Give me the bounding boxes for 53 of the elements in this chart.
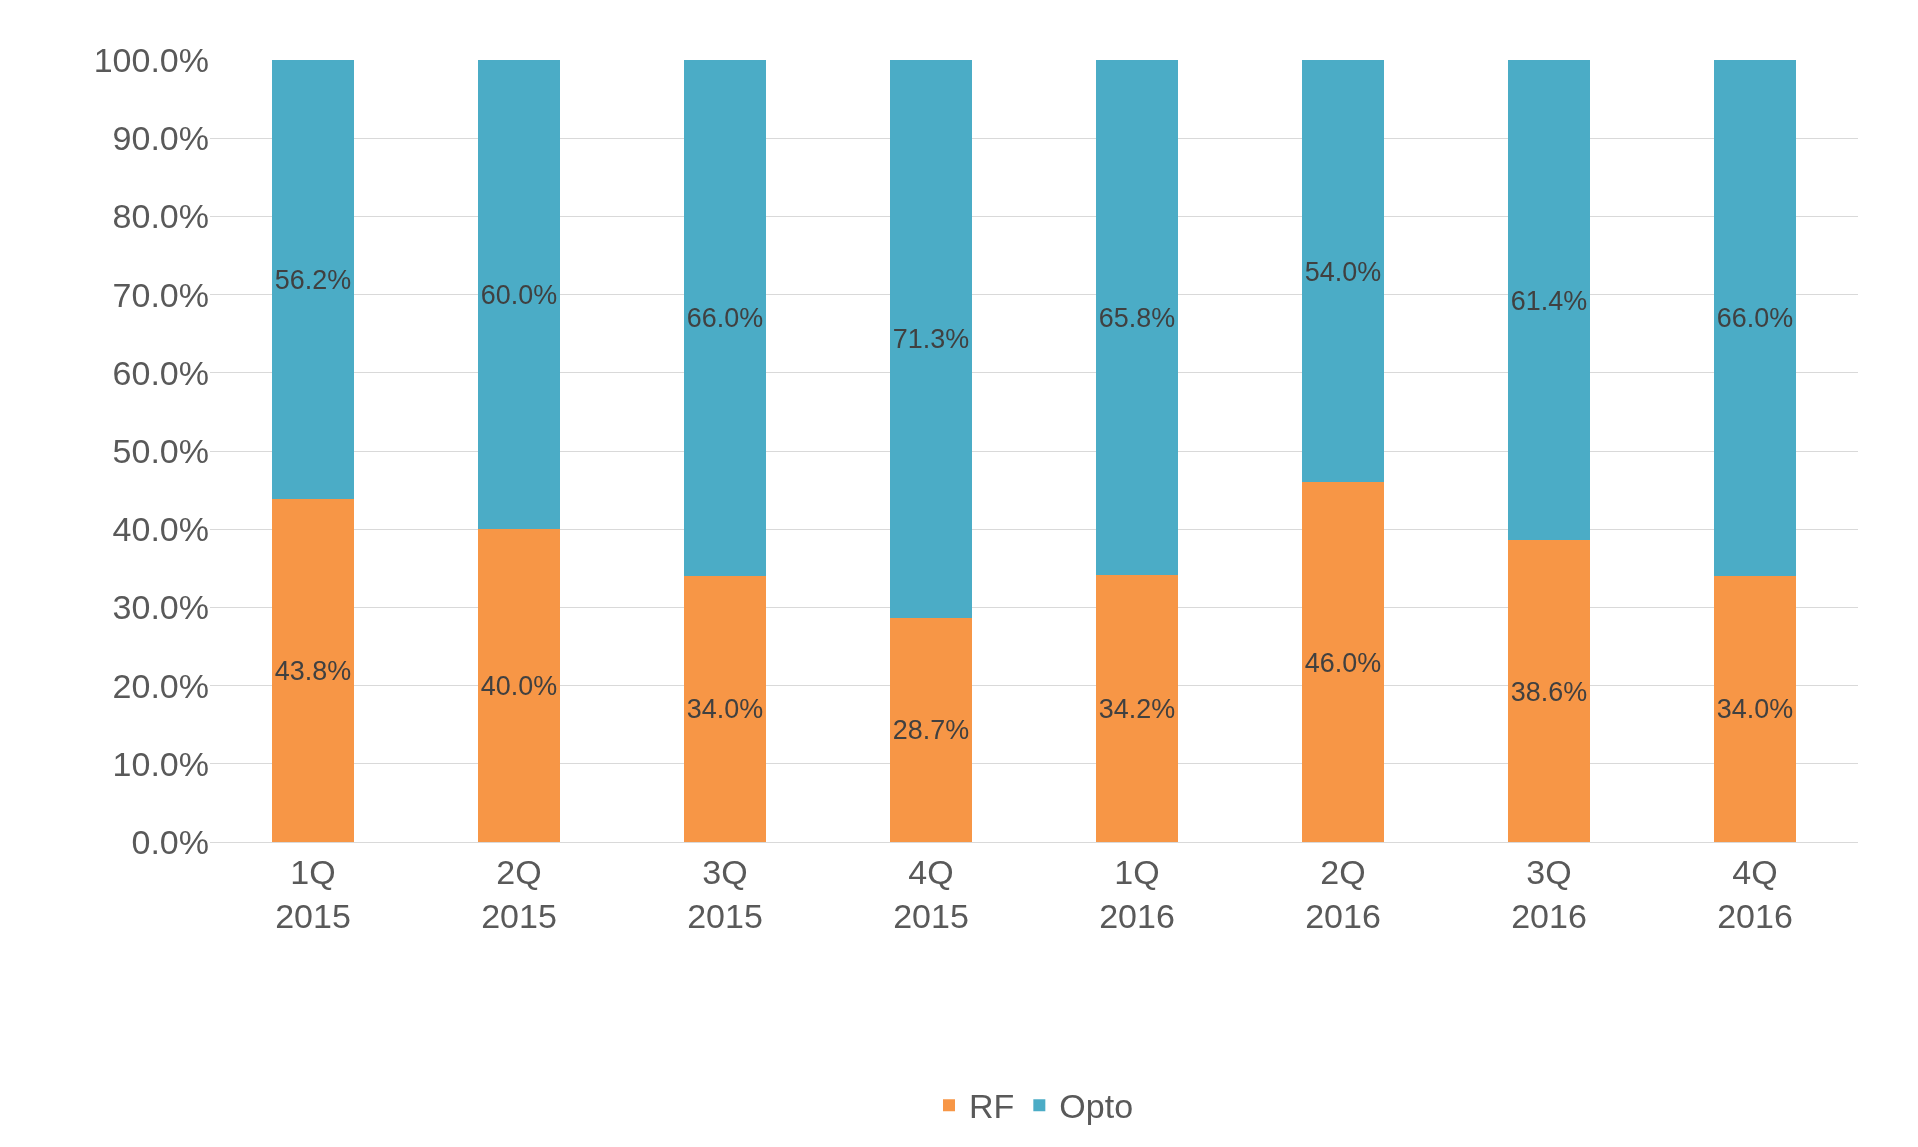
y-tick-label: 50.0% (112, 431, 209, 470)
bar (683, 60, 767, 577)
y-tick-label: 60.0% (112, 353, 209, 392)
legend-label: RF (969, 1087, 1015, 1126)
data-label: 34.0% (686, 694, 764, 725)
data-label: 34.2% (1098, 693, 1176, 724)
bar (1301, 482, 1385, 842)
y-tick-label: 20.0% (112, 666, 209, 705)
bar (1095, 574, 1179, 842)
bar (1507, 60, 1591, 541)
data-label: 65.8% (1098, 302, 1176, 333)
y-tick-label: 40.0% (112, 510, 209, 549)
x-tick-label: 4Q 2015 (893, 852, 969, 935)
data-label: 71.3% (892, 324, 970, 355)
bar (477, 529, 561, 842)
x-tick-label: 1Q 2015 (275, 852, 351, 935)
y-tick-label: 0.0% (131, 822, 209, 861)
y-tick-label: 100.0% (93, 40, 209, 79)
data-label: 66.0% (686, 303, 764, 334)
x-tick-label: 2Q 2016 (1305, 852, 1381, 935)
data-label: 28.7% (892, 715, 970, 746)
data-label: 66.0% (1716, 303, 1794, 334)
data-label: 38.6% (1510, 676, 1588, 707)
bar (1301, 60, 1385, 483)
data-label: 54.0% (1304, 256, 1382, 287)
bar (1507, 540, 1591, 842)
x-tick-label: 3Q 2016 (1511, 852, 1587, 935)
bar (889, 60, 973, 618)
bar (271, 499, 355, 842)
bar (1713, 576, 1797, 842)
data-label: 56.2% (274, 265, 352, 296)
y-tick-label: 90.0% (112, 119, 209, 158)
x-tick-label: 3Q 2015 (687, 852, 763, 935)
data-label: 60.0% (480, 280, 558, 311)
bar (477, 60, 561, 530)
data-label: 40.0% (480, 671, 558, 702)
data-label: 61.4% (1510, 285, 1588, 316)
bar (889, 617, 973, 842)
data-label: 43.8% (274, 656, 352, 687)
bar (271, 60, 355, 500)
x-tick-label: 2Q 2015 (481, 852, 557, 935)
y-tick-label: 80.0% (112, 197, 209, 236)
bar (1095, 60, 1179, 575)
bar (683, 576, 767, 842)
bar (1713, 60, 1797, 577)
x-tick-label: 4Q 2016 (1717, 852, 1793, 935)
data-label: 34.0% (1716, 694, 1794, 725)
data-label: 46.0% (1304, 647, 1382, 678)
legend-label: Opto (1059, 1087, 1134, 1126)
y-tick-label: 30.0% (112, 588, 209, 627)
y-tick-label: 70.0% (112, 275, 209, 314)
y-tick-label: 10.0% (112, 744, 209, 783)
x-tick-label: 1Q 2016 (1099, 852, 1175, 935)
